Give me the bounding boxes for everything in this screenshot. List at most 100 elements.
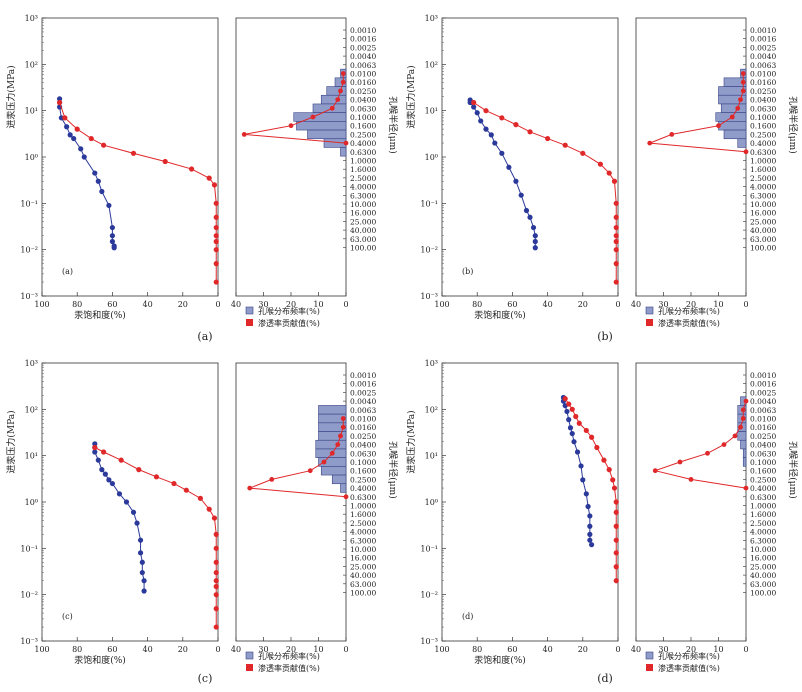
x-tick-label: 40 (143, 645, 153, 654)
mercury-injection-point (109, 224, 115, 231)
radius-tick-label: 0.0250 (350, 87, 376, 96)
radius-tick-label: 0.0040 (350, 397, 376, 406)
permeability-point (613, 247, 619, 253)
legend-bar-swatch (645, 306, 654, 315)
radius-tick-label: 0.2500 (750, 130, 776, 139)
permeability-point (613, 578, 619, 584)
contribution-point (721, 442, 727, 447)
panel-caption: (a) (197, 330, 212, 343)
permeability-point (562, 396, 568, 402)
mercury-injection-point (116, 491, 123, 497)
contribution-point (340, 416, 346, 421)
radius-tick-label: 10.000 (750, 200, 776, 209)
radius-tick-label: 4.0000 (750, 528, 776, 537)
mercury-injection-point (499, 150, 505, 156)
pore-radius-axis-label: 孔喉半径(μm) (787, 441, 799, 498)
contribution-line (649, 73, 747, 153)
radius-tick-label: 0.0040 (350, 52, 376, 61)
radius-tick-label: 0.1000 (750, 458, 776, 467)
mercury-injection-point (123, 499, 130, 505)
radius-tick-label: 100.00 (750, 589, 776, 598)
radius-tick-label: 0.1000 (350, 458, 376, 467)
contribution-point (732, 433, 738, 439)
radius-tick-label: 40.000 (750, 571, 776, 580)
mercury-injection-point (139, 559, 145, 565)
radius-tick-label: 0.1600 (750, 122, 776, 131)
radius-tick-label: 0.4000 (750, 139, 776, 148)
radius-tick-label: 6.3000 (750, 191, 776, 200)
mercury-injection-point (564, 408, 570, 415)
permeability-point (211, 182, 218, 188)
permeability-point (613, 214, 619, 220)
permeability-point (57, 99, 63, 106)
permeability-point (545, 135, 551, 142)
contribution-point (310, 114, 316, 120)
contribution-point (335, 97, 341, 102)
permeability-point (206, 175, 212, 181)
radius-tick-label: 0.0016 (350, 380, 376, 389)
x-tick-label: 20 (178, 645, 188, 654)
permeability-point (183, 487, 189, 493)
permeability-point (527, 129, 533, 135)
contribution-point (740, 88, 746, 94)
pore-x-tick-label: 30 (258, 645, 268, 654)
y-tick-label: 10⁻¹ (420, 544, 438, 553)
legend-bar-swatch (645, 651, 654, 660)
mercury-injection-point (567, 425, 574, 431)
x-tick-label: 60 (107, 300, 117, 309)
y-tick-label: 10³ (25, 359, 38, 368)
mercury-injection-point (523, 207, 530, 214)
x-tick-label: 0 (215, 645, 220, 654)
radius-tick-label: 0.0010 (350, 26, 376, 35)
radius-tick-label: 4.0000 (750, 183, 776, 192)
radius-tick-label: 0.0160 (750, 78, 776, 87)
permeability-point (130, 150, 137, 156)
y-tick-label: 10⁻³ (420, 292, 438, 301)
permeability-point (613, 550, 619, 556)
contribution-point (343, 140, 349, 146)
mercury-injection-point (102, 471, 108, 477)
permeability-point (611, 485, 618, 491)
permeability-point (118, 457, 124, 463)
permeability-point (213, 559, 219, 565)
mercury-injection-point (141, 588, 147, 594)
contribution-point (716, 123, 721, 129)
permeability-point (213, 214, 219, 220)
permeability-point (499, 115, 505, 121)
radius-tick-label: 0.6300 (350, 148, 376, 157)
legend-bar-label: 孔喉分布频率(%) (658, 306, 720, 316)
radius-tick-label: 0.2500 (750, 475, 776, 484)
contribution-point (743, 398, 749, 404)
radius-tick-label: 1.6000 (350, 510, 376, 519)
radius-tick-label: 2.5000 (750, 174, 776, 183)
contribution-line (249, 418, 347, 498)
radius-tick-label: 1.6000 (750, 510, 776, 519)
radius-tick-label: 63.000 (750, 580, 776, 589)
radius-tick-label: 100.00 (750, 244, 776, 253)
y-tick-label: 10⁻³ (20, 292, 38, 301)
radius-tick-label: 100.00 (350, 589, 376, 598)
permeability-point (566, 401, 572, 407)
mercury-injection-point (589, 542, 595, 548)
contribution-point (677, 459, 683, 465)
radius-tick-label: 0.0160 (350, 423, 376, 432)
y-tick-label: 10² (425, 405, 438, 414)
pore-frequency-bar (340, 483, 347, 493)
contribution-point (321, 459, 327, 465)
contribution-point (338, 433, 343, 439)
permeability-point (613, 509, 619, 515)
contribution-line (653, 400, 747, 489)
radius-tick-label: 2.5000 (350, 519, 376, 528)
radius-tick-label: 0.0630 (350, 449, 376, 458)
pore-x-tick-label: 20 (686, 300, 696, 309)
permeability-point (594, 444, 600, 451)
mercury-injection-point (471, 104, 477, 110)
y-tick-label: 10² (25, 60, 38, 69)
mercury-injection-point (532, 238, 538, 245)
permeability-point (613, 564, 619, 570)
pore-radius-axis-label: 孔喉半径(μm) (787, 96, 799, 153)
y-tick-label: 10¹ (25, 107, 38, 116)
mercury-injection-point (99, 188, 105, 195)
radius-tick-label: 63.000 (350, 580, 376, 589)
